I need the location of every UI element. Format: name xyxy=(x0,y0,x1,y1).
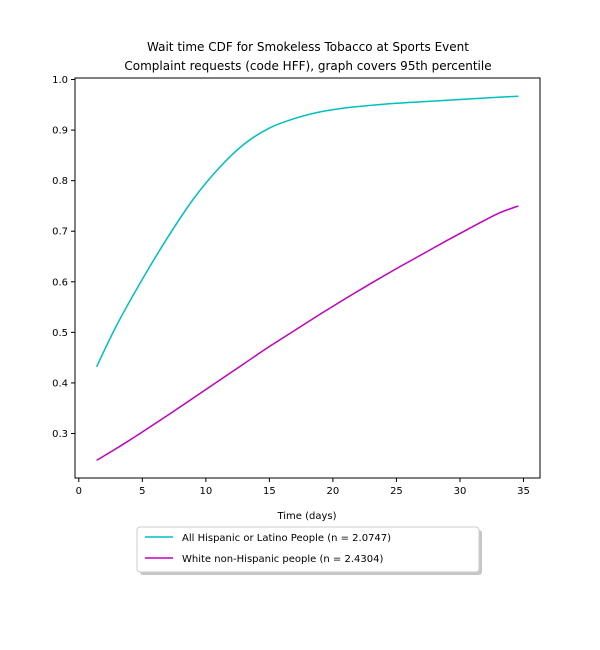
plot-area-frame xyxy=(74,77,541,479)
x-tick-label: 25 xyxy=(390,486,403,497)
y-tick-label: 0.9 xyxy=(52,126,68,137)
x-axis-ticks: 0 5 10 15 20 25 30 35 xyxy=(76,478,530,497)
x-tick-label: 35 xyxy=(517,486,530,497)
chart-title-line-2: Complaint requests (code HFF), graph cov… xyxy=(124,59,491,73)
y-tick-label: 0.3 xyxy=(52,429,68,440)
x-tick-label: 5 xyxy=(139,486,145,497)
x-tick-label: 20 xyxy=(327,486,340,497)
y-tick-label: 0.4 xyxy=(52,378,68,389)
legend-box xyxy=(136,526,480,573)
x-tick-label: 15 xyxy=(263,486,276,497)
series-line-hispanic xyxy=(95,95,519,368)
x-tick-label: 10 xyxy=(199,486,212,497)
legend-label-white: White non-Hispanic people (n = 2.4304) xyxy=(182,554,383,565)
legend: All Hispanic or Latino People (n = 2.074… xyxy=(136,526,482,575)
y-tick-label: 0.8 xyxy=(52,176,68,187)
y-tick-label: 0.7 xyxy=(52,227,68,238)
series-lines xyxy=(95,95,519,461)
y-tick-label: 0.5 xyxy=(52,328,68,339)
x-tick-label: 0 xyxy=(76,486,82,497)
x-tick-label: 30 xyxy=(454,486,467,497)
series-line-white xyxy=(96,205,519,461)
legend-label-hispanic: All Hispanic or Latino People (n = 2.074… xyxy=(182,533,391,544)
x-axis-label: Time (days) xyxy=(276,511,336,522)
chart-title-line-1: Wait time CDF for Smokeless Tobacco at S… xyxy=(147,40,469,54)
y-tick-label: 0.6 xyxy=(52,277,68,288)
y-axis-ticks: 0.3 0.4 0.5 0.6 0.7 0.8 0.9 1.0 xyxy=(52,75,75,440)
y-tick-label: 1.0 xyxy=(52,75,68,86)
